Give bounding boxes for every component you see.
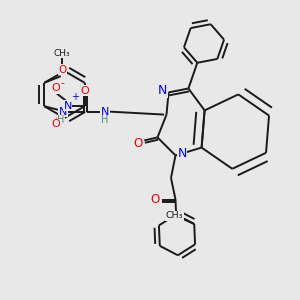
Text: -: -	[61, 78, 65, 88]
Text: O: O	[134, 137, 143, 150]
Text: N: N	[158, 84, 167, 98]
Text: +: +	[71, 92, 79, 102]
Text: H: H	[57, 115, 65, 125]
Text: O: O	[151, 193, 160, 206]
Text: N: N	[64, 100, 72, 111]
Text: CH₃: CH₃	[166, 212, 183, 220]
Text: O: O	[58, 64, 66, 75]
Text: O: O	[80, 85, 89, 96]
Text: H: H	[101, 115, 109, 125]
Text: O: O	[51, 83, 60, 93]
Text: CH₃: CH₃	[54, 49, 70, 58]
Text: N: N	[177, 147, 187, 161]
Text: O: O	[51, 119, 60, 129]
Text: N: N	[58, 106, 67, 117]
Text: N: N	[100, 106, 109, 117]
